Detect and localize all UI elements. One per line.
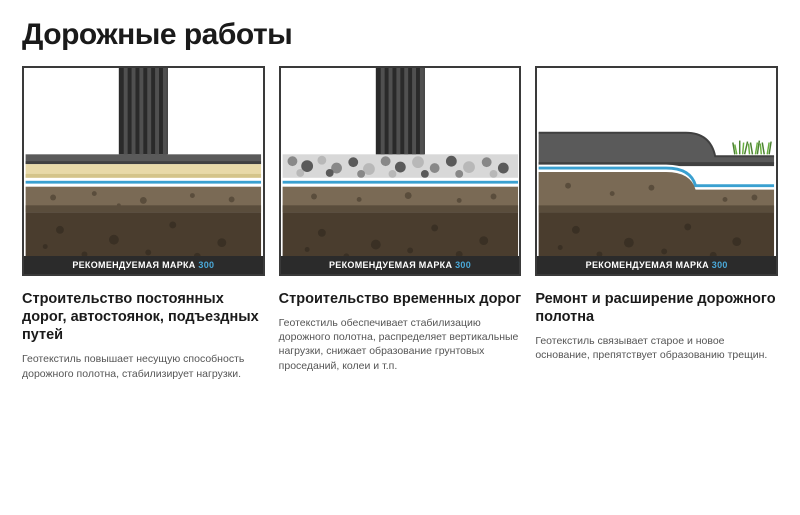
- caption-label: РЕКОМЕНДУЕМАЯ МАРКА: [72, 260, 195, 270]
- caption-bar: РЕКОМЕНДУЕМАЯ МАРКА 300: [537, 256, 776, 274]
- panel-temporary-roads: РЕКОМЕНДУЕМАЯ МАРКА 300 Строительство вр…: [279, 66, 522, 381]
- caption-number: 300: [712, 260, 728, 270]
- caption-number: 300: [198, 260, 214, 270]
- panels-row: РЕКОМЕНДУЕМАЯ МАРКА 300 Строительство по…: [22, 66, 778, 381]
- caption-label: РЕКОМЕНДУЕМАЯ МАРКА: [586, 260, 709, 270]
- caption-bar: РЕКОМЕНДУЕМАЯ МАРКА 300: [281, 256, 520, 274]
- caption-label: РЕКОМЕНДУЕМАЯ МАРКА: [329, 260, 452, 270]
- diagram-permanent: РЕКОМЕНДУЕМАЯ МАРКА 300: [22, 66, 265, 276]
- caption-bar: РЕКОМЕНДУЕМАЯ МАРКА 300: [24, 256, 263, 274]
- panel-subtitle: Строительство постоянных дорог, автостоя…: [22, 290, 265, 344]
- cross-section-temporary: [281, 68, 520, 274]
- cross-section-permanent: [24, 68, 263, 274]
- panel-desc: Геотекстиль связывает старое и новое осн…: [535, 334, 778, 362]
- panel-desc: Геотекстиль обеспечивает стабилизацию до…: [279, 316, 522, 373]
- panel-permanent-roads: РЕКОМЕНДУЕМАЯ МАРКА 300 Строительство по…: [22, 66, 265, 381]
- diagram-temporary: РЕКОМЕНДУЕМАЯ МАРКА 300: [279, 66, 522, 276]
- diagram-repair: РЕКОМЕНДУЕМАЯ МАРКА 300: [535, 66, 778, 276]
- panel-desc: Геотекстиль повышает несущую способность…: [22, 352, 265, 380]
- caption-number: 300: [455, 260, 471, 270]
- panel-subtitle: Ремонт и расширение дорожного полотна: [535, 290, 778, 326]
- panel-repair-widen: РЕКОМЕНДУЕМАЯ МАРКА 300 Ремонт и расшире…: [535, 66, 778, 381]
- page-title: Дорожные работы: [22, 18, 778, 52]
- cross-section-repair: [537, 68, 776, 274]
- panel-subtitle: Строительство временных дорог: [279, 290, 522, 308]
